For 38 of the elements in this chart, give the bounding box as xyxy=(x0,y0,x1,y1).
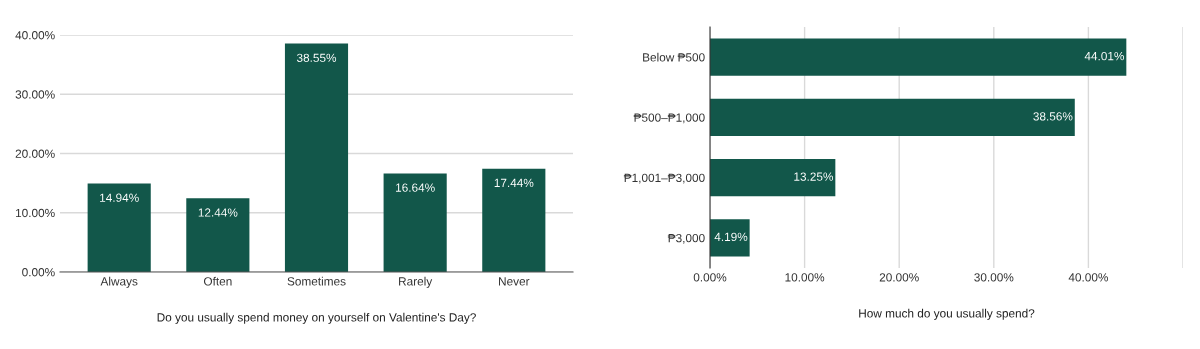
x-tick-label: Rarely xyxy=(399,276,433,288)
bar xyxy=(383,173,447,272)
y-tick-label: 20.00% xyxy=(15,149,55,158)
x-axis-title: Do you usually spend money on yourself on Valentine's Day? xyxy=(157,312,476,324)
bar xyxy=(710,158,836,197)
y-tick-label: ₱500–₱1,000 xyxy=(633,113,705,124)
data-label: 17.44% xyxy=(494,178,534,188)
x-tick-label: Never xyxy=(499,277,530,286)
x-tick-label: Sometimes xyxy=(287,276,346,286)
x-axis-title: How much do you usually spend? xyxy=(859,308,1035,320)
y-tick-label: 30.00% xyxy=(15,90,55,99)
bar xyxy=(87,183,151,272)
data-label: 44.01% xyxy=(1084,51,1125,61)
bar xyxy=(284,43,349,272)
data-label: 16.64% xyxy=(396,183,435,192)
bar xyxy=(482,168,546,272)
bar xyxy=(186,198,250,272)
x-tick-label: 10.00% xyxy=(785,273,825,282)
x-tick-label: Often xyxy=(203,276,232,286)
x-tick-label: 0.00% xyxy=(693,273,727,282)
x-tick-label: 40.00% xyxy=(1068,273,1108,282)
x-tick-label: 30.00% xyxy=(974,273,1014,282)
bar xyxy=(710,98,1075,137)
data-label: 38.56% xyxy=(1033,112,1073,121)
y-tick-label: 40.00% xyxy=(15,31,55,40)
y-tick-label: ₱3,000 xyxy=(667,233,705,244)
data-label: 13.25% xyxy=(794,172,834,181)
data-label: 4.19% xyxy=(714,232,748,242)
y-tick-label: 10.00% xyxy=(16,208,55,218)
data-label: 14.94% xyxy=(100,193,139,202)
y-tick-label: ₱1,001–₱3,000 xyxy=(623,173,705,184)
data-label: 12.44% xyxy=(198,208,238,217)
data-label: 38.55% xyxy=(296,53,337,62)
y-tick-label: Below ₱500 xyxy=(643,52,705,62)
x-tick-label: 20.00% xyxy=(879,273,919,282)
bar xyxy=(710,219,750,257)
bar xyxy=(710,38,1127,76)
x-tick-label: Always xyxy=(100,276,138,288)
